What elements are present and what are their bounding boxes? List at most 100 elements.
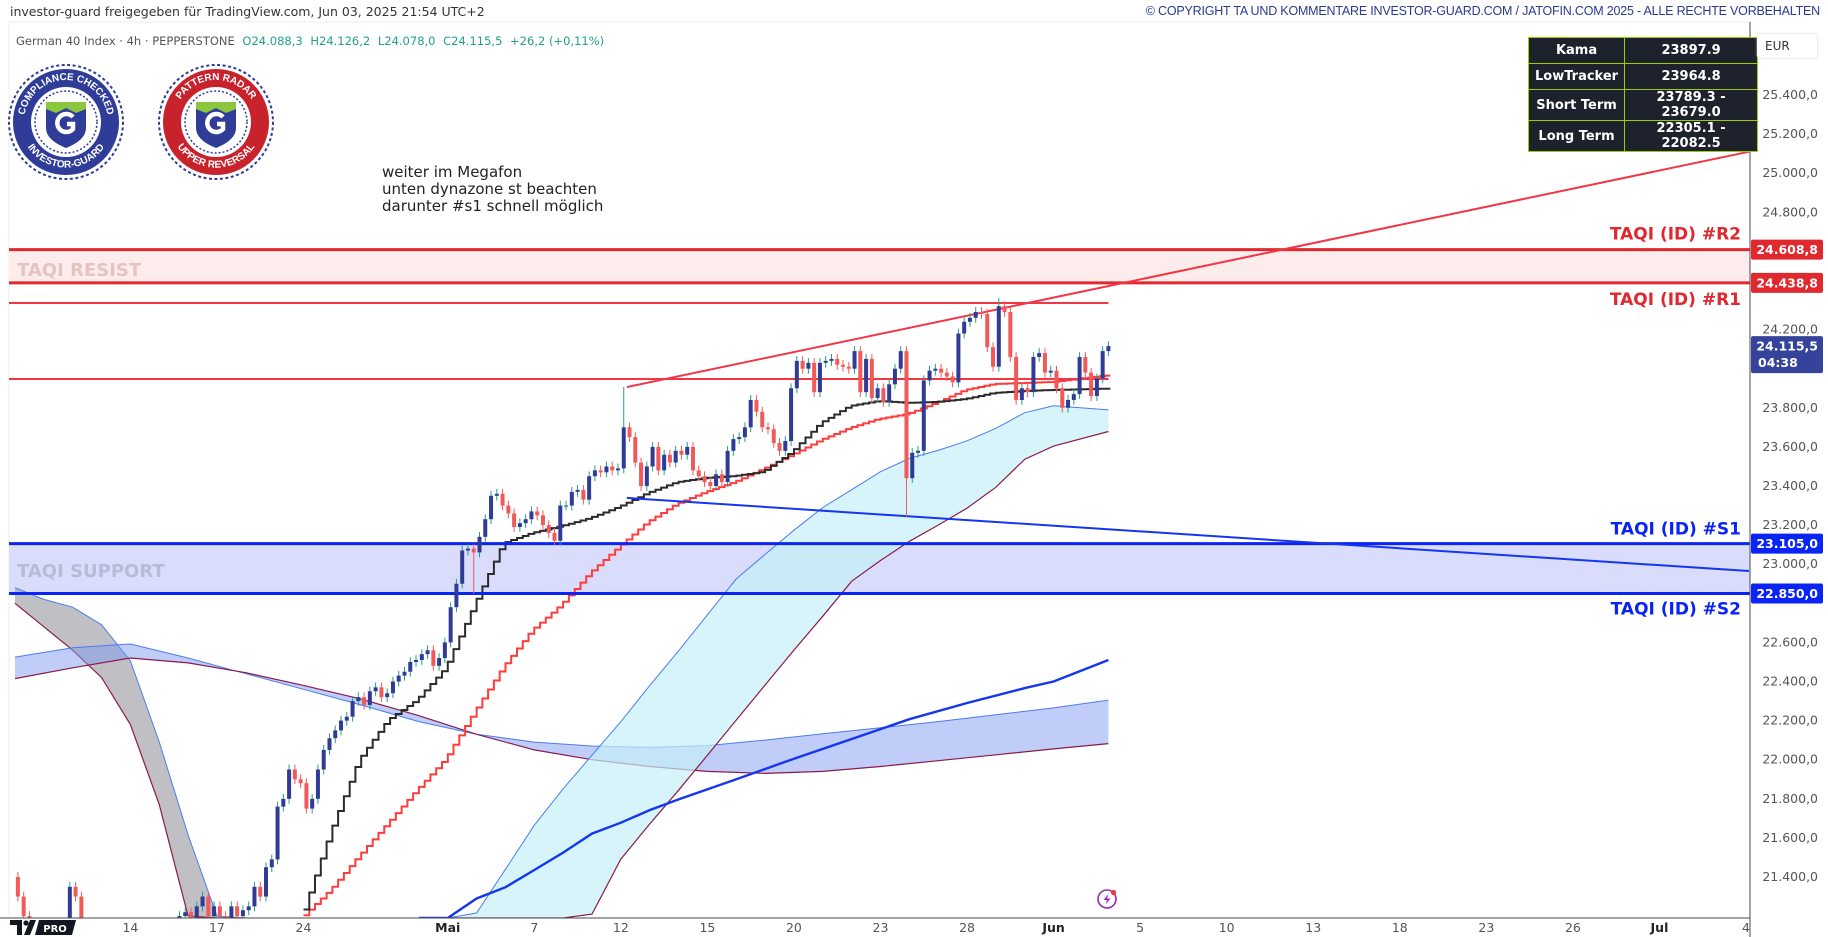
candle xyxy=(760,406,765,433)
candle xyxy=(812,357,817,398)
time-tick-label: 28 xyxy=(959,920,975,935)
candle xyxy=(494,488,499,501)
candle-body xyxy=(575,489,580,492)
tradingview-logo[interactable]: PRO xyxy=(10,920,76,935)
candle xyxy=(806,357,811,374)
candle-body xyxy=(725,450,730,483)
price-tick-label: 21.800,0 xyxy=(1762,791,1818,806)
time-tick-label: 18 xyxy=(1392,920,1408,935)
candle-body xyxy=(939,368,944,373)
candle xyxy=(898,346,903,374)
price-tag: 24.608,8 xyxy=(1751,239,1823,260)
candle-body xyxy=(621,427,626,469)
candle-body xyxy=(627,427,632,438)
candle-body xyxy=(350,701,355,717)
candle-body xyxy=(287,769,292,799)
candle-body xyxy=(1077,356,1082,395)
candle xyxy=(212,901,217,918)
time-axis[interactable]: 14 17 24 Mai 7 12 15 20 23 28 Jun 5 10 13 18 23 26 Jul 4 xyxy=(122,920,1750,935)
candle xyxy=(644,461,649,491)
candle xyxy=(183,907,188,918)
candle-body xyxy=(315,769,320,799)
candle xyxy=(471,543,476,594)
candle-body xyxy=(875,388,880,399)
candle xyxy=(904,346,909,518)
candle xyxy=(1008,307,1013,362)
candle-body xyxy=(777,442,782,451)
candle xyxy=(73,881,78,902)
candle xyxy=(200,891,205,912)
candle xyxy=(356,692,361,706)
candle-body xyxy=(766,427,770,430)
candle xyxy=(639,457,644,491)
candle-body xyxy=(298,779,303,784)
candle-body xyxy=(344,716,349,721)
candle xyxy=(714,469,719,491)
candle xyxy=(344,711,349,726)
chart-note[interactable]: weiter im Megafon unten dynazone st beac… xyxy=(382,164,603,215)
candle xyxy=(206,891,211,918)
candle xyxy=(737,432,742,444)
candle xyxy=(27,911,32,918)
candle xyxy=(540,510,545,530)
long-term-band-fill xyxy=(15,644,1109,774)
price-tag-text: 23.105,0 xyxy=(1756,536,1818,551)
candle-body xyxy=(327,738,332,750)
candle xyxy=(1031,352,1036,398)
table-value: 23897.9 xyxy=(1624,37,1759,64)
plot-area[interactable] xyxy=(8,21,1751,919)
candle-body xyxy=(800,360,805,369)
trendline[interactable] xyxy=(626,496,1750,573)
candle-body xyxy=(194,906,199,918)
candle-body xyxy=(916,450,921,453)
symbol-info[interactable]: German 40 Index · 4h · PEPPERSTONE xyxy=(16,34,235,48)
candle-body xyxy=(650,446,655,467)
candle xyxy=(656,442,661,476)
candle-body xyxy=(569,491,574,506)
candle xyxy=(235,901,240,918)
candle xyxy=(846,361,851,374)
candle-body xyxy=(494,493,499,496)
bar-countdown-text: 04:38 xyxy=(1758,355,1798,370)
candle xyxy=(869,354,874,403)
symbol-legend[interactable]: German 40 Index · 4h · PEPPERSTONE O24.0… xyxy=(16,34,604,48)
candle xyxy=(425,645,430,660)
candle xyxy=(1002,301,1007,317)
candle-body xyxy=(552,532,557,541)
currency-button[interactable]: EUR xyxy=(1757,34,1817,58)
candle xyxy=(1083,352,1088,378)
candle xyxy=(575,485,580,497)
trendline[interactable] xyxy=(626,150,1750,389)
lightning-icon[interactable] xyxy=(1097,889,1117,909)
candle-body xyxy=(1002,306,1007,313)
candle xyxy=(881,383,886,407)
candle-body xyxy=(950,376,955,383)
candle xyxy=(385,688,390,703)
candle xyxy=(367,686,372,710)
candle-body xyxy=(437,658,442,666)
candle xyxy=(1089,367,1094,401)
low-tracker-line xyxy=(303,374,1111,917)
candle-body xyxy=(564,505,569,507)
candle-body xyxy=(633,437,638,463)
candle-body xyxy=(79,896,84,918)
time-tick-label: 20 xyxy=(786,920,802,935)
candle xyxy=(667,449,672,468)
candle-body xyxy=(500,493,505,506)
candle-body xyxy=(1100,351,1105,379)
candle-body xyxy=(864,358,869,393)
candle xyxy=(1066,395,1071,413)
price-tick-label: 25.000,0 xyxy=(1762,165,1818,180)
candle-body xyxy=(731,439,736,451)
candle xyxy=(1048,365,1053,378)
price-tick-label: 24.200,0 xyxy=(1762,322,1818,337)
candle-body xyxy=(817,362,822,393)
candle-body xyxy=(1054,370,1059,389)
candle xyxy=(523,514,528,529)
candle xyxy=(823,355,828,368)
price-axis[interactable]: 25.400,0 25.200,0 25.000,0 24.800,0 24.200,0… xyxy=(1762,87,1818,884)
candle-body xyxy=(771,429,776,443)
candle-body xyxy=(477,536,482,553)
shield-icon xyxy=(46,102,86,148)
